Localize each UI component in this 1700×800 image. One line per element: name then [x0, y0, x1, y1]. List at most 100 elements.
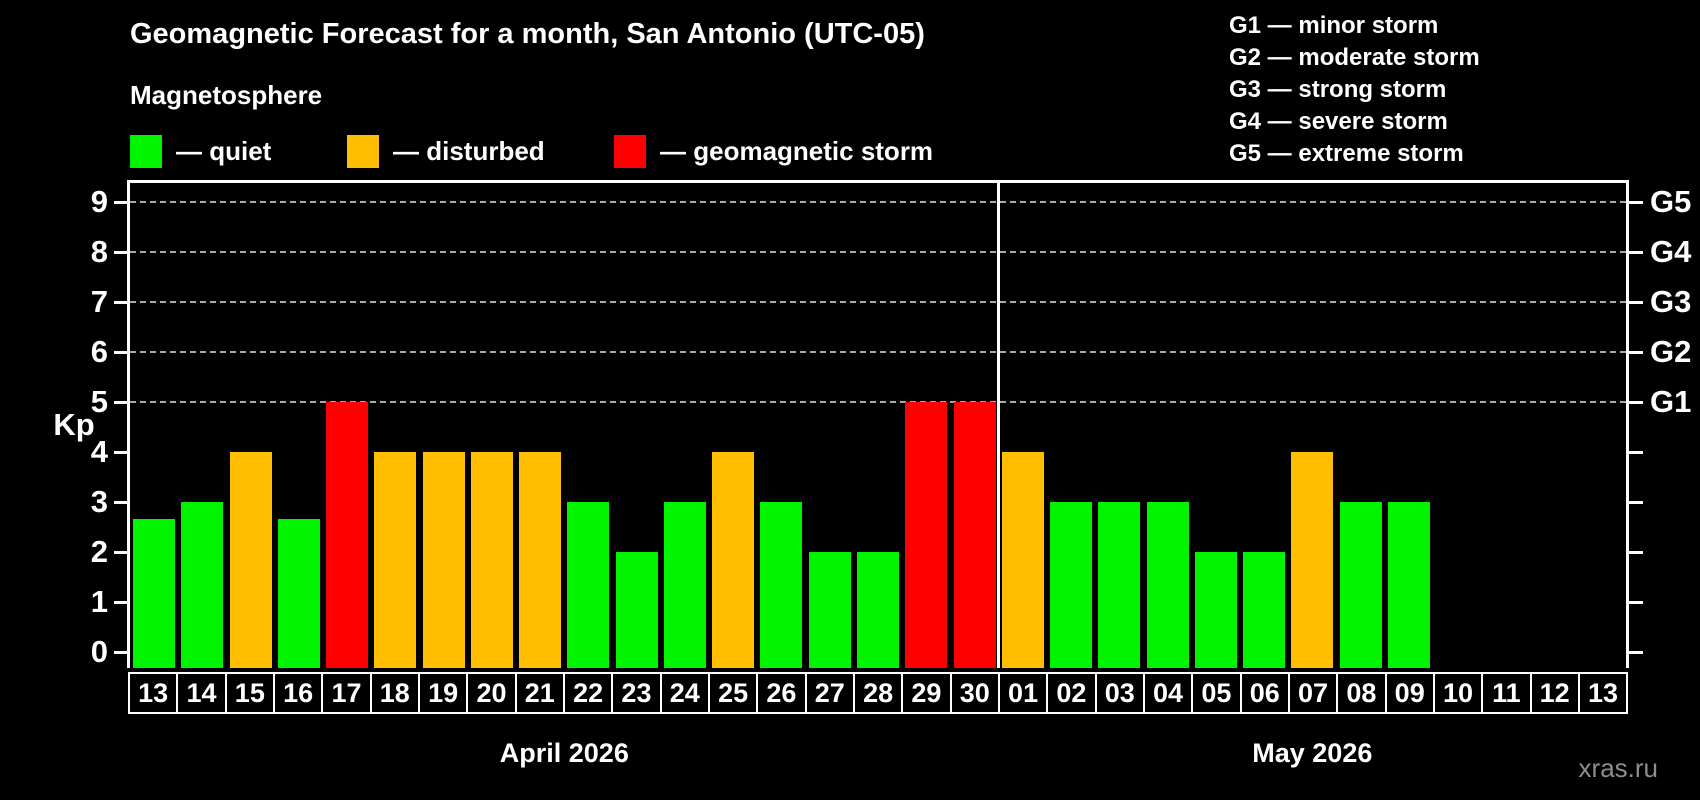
kp-tick-label-9: 9: [90, 184, 108, 219]
g-legend-line-g2: G2 — moderate storm: [1229, 44, 1480, 71]
kp-bar-april-23: [615, 552, 658, 668]
day-cell-may-11: 11: [1483, 674, 1532, 712]
kp-tick-label-0: 0: [90, 634, 108, 669]
kp-bar-may-09: [1387, 502, 1430, 668]
day-cell-may-02: 02: [1048, 674, 1097, 712]
g-tick-7: [1629, 300, 1643, 304]
day-cell-april-25: 25: [709, 674, 759, 712]
kp-tick-6: [114, 350, 128, 354]
kp-tick-8: [114, 250, 128, 254]
kp-bar-april-29: [905, 402, 948, 668]
day-cell-april-16: 16: [274, 674, 324, 712]
kp-bar-april-16: [277, 518, 320, 668]
gridline-kp5: [130, 401, 1626, 403]
g-legend-line-g4: G4 — severe storm: [1229, 108, 1448, 135]
legend-item-disturbed: — disturbed: [347, 134, 545, 168]
disturbed-color-swatch: [347, 134, 379, 168]
kp-bar-april-22: [567, 502, 610, 668]
kp-tick-label-7: 7: [90, 284, 108, 319]
day-cell-may-06: 06: [1241, 674, 1290, 712]
day-cell-may-05: 05: [1193, 674, 1242, 712]
day-cell-april-14: 14: [178, 674, 227, 712]
g-axis-label-g4: G4: [1650, 234, 1692, 269]
day-cell-april-24: 24: [661, 674, 710, 712]
kp-axis-label: Kp: [53, 407, 95, 442]
kp-bar-april-20: [470, 452, 513, 668]
g-legend-line-g1: G1 — minor storm: [1229, 12, 1439, 39]
month-label-april: April 2026: [499, 738, 629, 768]
page-title: Geomagnetic Forecast for a month, San An…: [130, 18, 925, 50]
g-tick-1: [1629, 600, 1643, 604]
month-label-may: May 2026: [1252, 738, 1373, 768]
legend-item-storm: — geomagnetic storm: [614, 134, 933, 168]
g-tick-8: [1629, 250, 1643, 254]
day-cell-april-26: 26: [758, 674, 807, 712]
g-tick-2: [1629, 550, 1643, 554]
kp-bar-april-18: [374, 452, 417, 668]
kp-bar-april-28: [857, 552, 899, 668]
plot-area: [130, 183, 1626, 668]
day-cell-april-17: 17: [323, 674, 372, 712]
day-cell-may-09: 09: [1386, 674, 1435, 712]
day-cell-april-21: 21: [516, 674, 565, 712]
g-tick-6: [1629, 350, 1643, 354]
day-cell-april-23: 23: [613, 674, 662, 712]
day-cell-april-30: 30: [951, 674, 1000, 712]
kp-tick-label-2: 2: [90, 534, 108, 569]
kp-tick-label-5: 5: [90, 384, 108, 419]
kp-bar-may-03: [1098, 502, 1141, 668]
kp-tick-5: [114, 400, 128, 404]
kp-tick-7: [114, 300, 128, 304]
kp-bar-april-24: [663, 502, 706, 668]
kp-bar-may-01: [1001, 452, 1044, 668]
day-cell-april-22: 22: [564, 674, 614, 712]
legend-item-quiet: — quiet: [130, 134, 271, 168]
kp-bar-may-06: [1243, 552, 1286, 668]
day-cell-april-19: 19: [419, 674, 469, 712]
g-tick-4: [1629, 450, 1643, 454]
kp-bar-april-14: [181, 502, 224, 668]
gridline-kp9: [130, 201, 1626, 203]
kp-bar-april-21: [519, 452, 562, 668]
g-tick-5: [1629, 400, 1643, 404]
kp-bar-april-26: [760, 502, 803, 668]
kp-tick-label-3: 3: [90, 484, 108, 519]
g-axis-label-g3: G3: [1650, 284, 1692, 319]
day-cell-may-07: 07: [1289, 674, 1339, 712]
day-axis: 13 14 15 16 17 18 19 20 21 22 23 24 25 26 27 28 29 30 01 02…: [128, 672, 1628, 714]
legend-label-disturbed: — disturbed: [393, 135, 545, 166]
kp-bar-april-13: [133, 518, 176, 668]
kp-bar-april-19: [422, 452, 465, 668]
day-cell-may-03: 03: [1096, 674, 1145, 712]
g-tick-0: [1629, 650, 1643, 654]
gridline-kp6: [130, 351, 1626, 353]
kp-bar-may-02: [1050, 502, 1093, 668]
legend-label-storm: — geomagnetic storm: [660, 135, 934, 166]
quiet-color-swatch: [130, 134, 162, 168]
g-legend-line-g5: G5 — extreme storm: [1229, 140, 1464, 167]
plot-frame: [127, 180, 1629, 668]
kp-tick-9: [114, 200, 128, 204]
day-cell-april-15: 15: [226, 674, 275, 712]
kp-tick-label-8: 8: [90, 234, 108, 269]
day-cell-april-27: 27: [806, 674, 855, 712]
kp-tick-0: [114, 650, 128, 654]
kp-bar-may-04: [1146, 502, 1189, 668]
g-tick-3: [1629, 500, 1643, 504]
day-cell-may-10: 10: [1434, 674, 1484, 712]
day-cell-april-28: 28: [854, 674, 904, 712]
kp-tick-label-4: 4: [90, 434, 108, 469]
kp-tick-3: [114, 500, 128, 504]
kp-bar-april-17: [326, 402, 369, 668]
kp-tick-label-6: 6: [90, 334, 108, 369]
kp-bar-may-07: [1291, 452, 1334, 668]
legend-label-quiet: — quiet: [176, 135, 272, 166]
day-cell-april-18: 18: [371, 674, 420, 712]
day-cell-april-20: 20: [468, 674, 517, 712]
kp-bar-april-25: [712, 452, 755, 668]
kp-tick-1: [114, 600, 128, 604]
watermark-xras: xras.ru: [1578, 753, 1658, 783]
gridline-kp7: [130, 301, 1626, 303]
g-axis-label-g5: G5: [1650, 184, 1692, 219]
